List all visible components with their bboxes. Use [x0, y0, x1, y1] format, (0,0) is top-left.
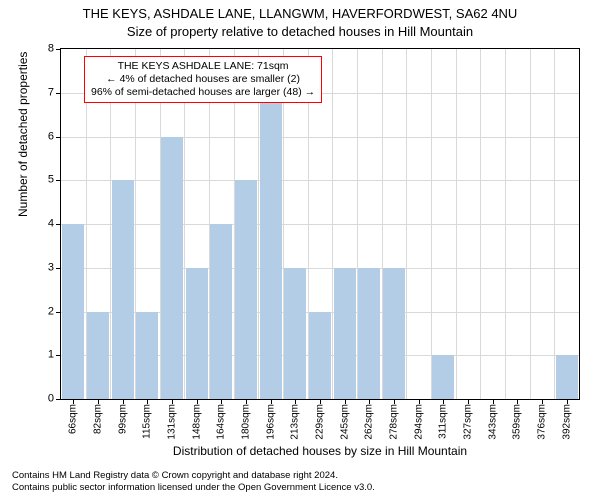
chart-title-main: THE KEYS, ASHDALE LANE, LLANGWM, HAVERFO… [0, 6, 600, 21]
x-tick-label: 327sqm [463, 404, 474, 440]
annotation-box: THE KEYS ASHDALE LANE: 71sqm← 4% of deta… [84, 56, 322, 103]
y-tick-label: 1 [14, 350, 54, 361]
x-tick-label: 82sqm [93, 404, 104, 434]
bar [161, 137, 183, 400]
x-tick-label: 213sqm [290, 404, 301, 440]
bar [235, 180, 257, 399]
x-tick-label: 99sqm [117, 404, 128, 434]
y-tick-mark [56, 399, 60, 400]
bar [432, 355, 454, 399]
y-tick-label: 6 [14, 131, 54, 142]
chart-title-sub: Size of property relative to detached ho… [0, 24, 600, 39]
y-tick-mark [56, 224, 60, 225]
x-tick-label: 115sqm [142, 404, 153, 439]
y-tick-mark [56, 49, 60, 50]
bar [260, 93, 282, 399]
x-tick-label: 294sqm [413, 404, 424, 440]
gridline-h [61, 224, 579, 225]
bar [112, 180, 134, 399]
x-tick-label: 311sqm [438, 404, 449, 439]
y-tick-label: 4 [14, 219, 54, 230]
bar [556, 355, 578, 399]
y-tick-label: 8 [14, 44, 54, 55]
x-tick-label: 392sqm [561, 404, 572, 440]
bar [358, 268, 380, 399]
x-tick-label: 66sqm [68, 404, 79, 434]
x-tick-label: 262sqm [364, 404, 375, 440]
annotation-line-3: 96% of semi-detached houses are larger (… [91, 86, 315, 99]
gridline-v [431, 49, 432, 399]
bar [87, 312, 109, 400]
gridline-v [456, 49, 457, 399]
gridline-v [530, 49, 531, 399]
y-tick-mark [56, 355, 60, 356]
bar [62, 224, 84, 399]
bar [186, 268, 208, 399]
x-tick-label: 343sqm [487, 404, 498, 440]
x-tick-label: 245sqm [339, 404, 350, 440]
y-tick-label: 3 [14, 262, 54, 273]
y-tick-label: 7 [14, 87, 54, 98]
gridline-h [61, 268, 579, 269]
x-tick-label: 164sqm [216, 404, 227, 440]
gridline-h [61, 137, 579, 138]
x-tick-label: 376sqm [537, 404, 548, 440]
footer-line-2: Contains public sector information licen… [12, 482, 375, 494]
x-axis-label: Distribution of detached houses by size … [60, 444, 580, 458]
y-tick-mark [56, 268, 60, 269]
x-tick-label: 278sqm [389, 404, 400, 440]
x-tick-label: 180sqm [241, 404, 252, 440]
chart-container: THE KEYS, ASHDALE LANE, LLANGWM, HAVERFO… [0, 0, 600, 500]
gridline-v [505, 49, 506, 399]
gridline-v [554, 49, 555, 399]
footer-line-1: Contains HM Land Registry data © Crown c… [12, 470, 375, 482]
y-tick-label: 5 [14, 175, 54, 186]
footer: Contains HM Land Registry data © Crown c… [12, 470, 375, 494]
gridline-h [61, 180, 579, 181]
y-tick-mark [56, 93, 60, 94]
bar [309, 312, 331, 400]
bar [136, 312, 158, 400]
x-tick-label: 148sqm [191, 404, 202, 440]
annotation-line-1: THE KEYS ASHDALE LANE: 71sqm [91, 60, 315, 73]
annotation-line-2: ← 4% of detached houses are smaller (2) [91, 73, 315, 86]
y-tick-mark [56, 312, 60, 313]
bar [210, 224, 232, 399]
x-tick-label: 196sqm [265, 404, 276, 440]
y-tick-label: 0 [14, 394, 54, 405]
bar [284, 268, 306, 399]
y-tick-mark [56, 180, 60, 181]
y-tick-mark [56, 137, 60, 138]
y-tick-label: 2 [14, 306, 54, 317]
bar [334, 268, 356, 399]
x-tick-label: 229sqm [315, 404, 326, 440]
gridline-v [480, 49, 481, 399]
x-tick-label: 131sqm [167, 404, 178, 440]
gridline-v [406, 49, 407, 399]
x-tick-label: 359sqm [512, 404, 523, 440]
bar [383, 268, 405, 399]
